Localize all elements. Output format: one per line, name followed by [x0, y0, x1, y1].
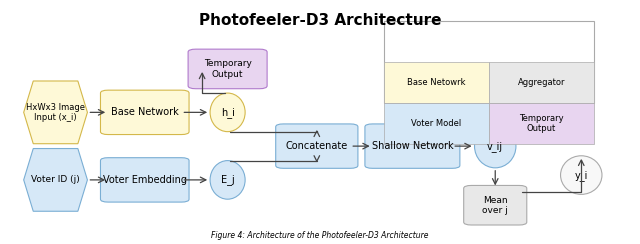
Text: y_i: y_i — [575, 170, 588, 181]
Text: Voter Embedding: Voter Embedding — [103, 175, 187, 185]
Bar — [489, 103, 594, 144]
Text: Mean
over j: Mean over j — [483, 195, 508, 215]
Text: Base Netowrk: Base Netowrk — [407, 78, 465, 87]
Ellipse shape — [561, 156, 602, 194]
FancyBboxPatch shape — [464, 185, 527, 225]
FancyBboxPatch shape — [100, 158, 189, 202]
Polygon shape — [24, 149, 88, 211]
Text: Photofeeler-D3 Architecture: Photofeeler-D3 Architecture — [199, 13, 441, 29]
Text: E_j: E_j — [221, 174, 234, 185]
Text: Base Network: Base Network — [111, 107, 179, 117]
Ellipse shape — [210, 93, 245, 132]
Text: h_i: h_i — [221, 107, 234, 118]
Bar — [384, 103, 489, 144]
Text: HxWx3 Image
Input (x_i): HxWx3 Image Input (x_i) — [26, 103, 85, 122]
Bar — [384, 62, 489, 103]
Polygon shape — [24, 81, 88, 144]
Text: Shallow Network: Shallow Network — [372, 141, 453, 151]
Ellipse shape — [474, 124, 516, 168]
Text: Aggregator: Aggregator — [518, 78, 565, 87]
Text: Voter ID (j): Voter ID (j) — [31, 175, 80, 184]
Text: Concatenate: Concatenate — [285, 141, 348, 151]
Bar — [384, 21, 594, 103]
Text: Figure 4: Architecture of the Photofeeler-D3 Architecture: Figure 4: Architecture of the Photofeele… — [211, 231, 429, 240]
Text: v_ij: v_ij — [487, 141, 503, 152]
FancyBboxPatch shape — [100, 90, 189, 134]
FancyBboxPatch shape — [276, 124, 358, 168]
Text: Temporary
Output: Temporary Output — [204, 59, 252, 79]
Text: Temporary
Output: Temporary Output — [519, 113, 564, 133]
Text: Voter Model: Voter Model — [411, 119, 461, 128]
FancyBboxPatch shape — [365, 124, 460, 168]
FancyBboxPatch shape — [188, 49, 267, 89]
Ellipse shape — [210, 161, 245, 199]
Bar — [489, 62, 594, 103]
